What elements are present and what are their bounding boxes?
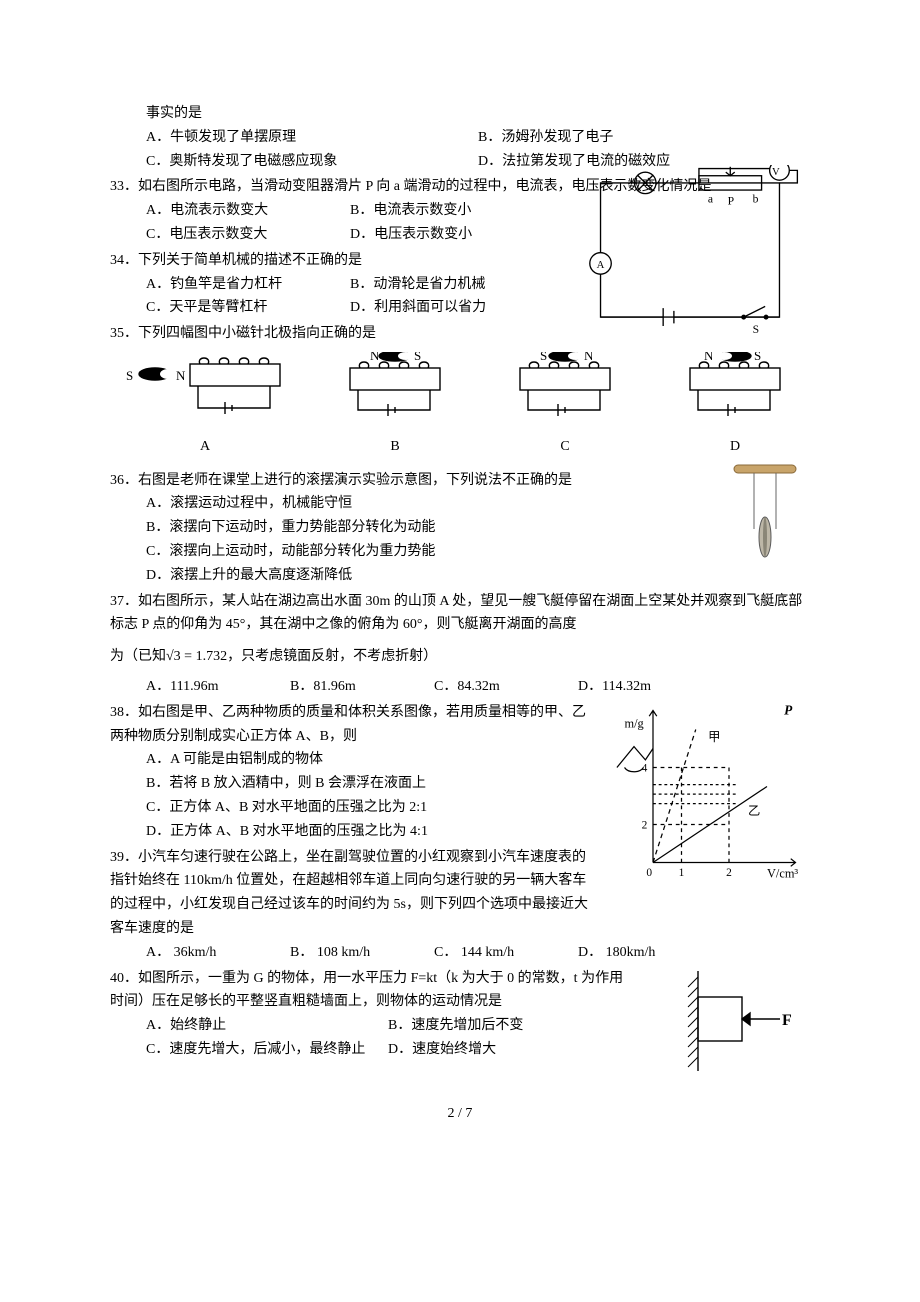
q40-opt-c: C．速度先增大，后减小，最终静止 [146,1038,388,1062]
q33-opt-a: A．电流表示数变大 [146,199,326,223]
svg-text:S: S [126,368,133,383]
svg-text:S: S [754,352,761,363]
svg-text:4: 4 [642,762,648,774]
q39-opt-d: D． 180km/h [578,941,655,965]
label-b: b [753,193,759,206]
q36: 36．右图是老师在课堂上进行的滚摆演示实验示意图，下列说法不正确的是 A．滚摆运… [110,469,810,588]
svg-text:V/cm³: V/cm³ [767,866,798,880]
svg-text:N: N [370,352,380,363]
q35-fig-c: S N [500,352,630,422]
q37-opt-d: D．114.32m [578,675,651,699]
label-ammeter: A [597,259,605,271]
q40-opt-d: D．速度始终增大 [388,1038,630,1062]
q38: 38．如右图是甲、乙两种物质的质量和体积关系图像，若用质量相等的甲、乙两种物质分… [110,701,810,844]
q37-opt-c: C．84.32m [434,675,554,699]
q32-stem-tail: 事实的是 [110,102,810,126]
svg-text:m/g: m/g [625,716,644,730]
q36-figure [730,463,800,563]
q34-opt-c: C．天平是等臂杠杆 [146,296,326,320]
q34-opt-a: A．钓鱼竿是省力杠杆 [146,273,326,297]
q37-opt-a: A．111.96m [146,675,266,699]
q37-stem1: 37．如右图所示，某人站在湖边高出水面 30m 的山顶 A 处，望见一艘飞艇停留… [110,590,810,638]
q32-opt-c: C．奥斯特发现了电磁感应现象 [146,150,454,174]
q33: 33．如右图所示电路，当滑动变阻器滑片 P 向 a 端滑动的过程中，电流表，电压… [110,175,810,246]
q34-opt-b: B．动滑轮是省力机械 [350,273,485,297]
svg-text:N: N [704,352,714,363]
q38-opt-b: B．若将 B 放入酒精中，则 B 会漂浮在液面上 [146,772,590,796]
q36-opt-c: C．滚摆向上运动时，动能部分转化为重力势能 [146,540,810,564]
q38-chart: m/g V/cm³ 0 1 2 2 4 甲 乙 P [610,701,810,891]
q37-opt-b: B．81.96m [290,675,410,699]
q35-label-a: A [120,435,290,459]
q32-opt-b: B．汤姆孙发现了电子 [478,126,786,150]
q39-opt-c: C． 144 km/h [434,941,554,965]
q34-opt-d: D．利用斜面可以省力 [350,296,486,320]
q33-opt-b: B．电流表示数变小 [350,199,471,223]
svg-text:S: S [540,352,547,363]
svg-text:N: N [176,368,186,383]
q35-fig-b: N S [330,352,460,422]
q38-opt-a: A．A 可能是由铝制成的物体 [146,748,590,772]
q36-stem: 36．右图是老师在课堂上进行的滚摆演示实验示意图，下列说法不正确的是 [110,469,810,493]
label-v: V [772,166,780,178]
q38-opt-c: C．正方体 A、B 对水平地面的压强之比为 2:1 [146,796,590,820]
q37-stem2: 为（已知√3 = 1.732，只考虑镜面反射，不考虑折射） [110,645,810,669]
q40: 40．如图所示，一重为 G 的物体，用一水平压力 F=kt（k 为大于 0 的常… [110,967,810,1062]
svg-text:乙: 乙 [748,804,760,818]
svg-text:甲: 甲 [708,730,720,744]
q38-opt-d: D．正方体 A、B 对水平地面的压强之比为 4:1 [146,820,590,844]
q39-opt-a: A． 36km/h [146,941,266,965]
svg-text:2: 2 [726,867,732,879]
q40-opt-b: B．速度先增加后不变 [388,1014,630,1038]
label-s: S [753,324,759,336]
label-a: a [708,193,713,206]
q33-opt-c: C．电压表示数变大 [146,223,326,247]
svg-text:1: 1 [679,867,685,879]
q40-stem: 40．如图所示，一重为 G 的物体，用一水平压力 F=kt（k 为大于 0 的常… [110,967,630,1015]
q35-fig-a: S N [120,352,290,422]
q37: 37．如右图所示，某人站在湖边高出水面 30m 的山顶 A 处，望见一艘飞艇停留… [110,590,810,699]
q38-stem: 38．如右图是甲、乙两种物质的质量和体积关系图像，若用质量相等的甲、乙两种物质分… [110,701,590,749]
q33-circuit-figure: a P b V A S [560,165,820,335]
svg-text:N: N [584,352,594,363]
svg-text:2: 2 [642,819,648,831]
q40-figure: F [680,967,800,1077]
q35-label-b: B [330,435,460,459]
q35: 35．下列四幅图中小磁针北极指向正确的是 S N A [110,322,810,458]
q36-opt-a: A．滚摆运动过程中，机械能守恒 [146,492,810,516]
q35-label-d: D [670,435,800,459]
q39-stem: 39．小汽车匀速行驶在公路上，坐在副驾驶位置的小红观察到小汽车速度表的指针始终在… [110,846,590,941]
q35-figures: S N A N S B [110,352,810,459]
svg-text:S: S [414,352,421,363]
q40-opt-a: A．始终静止 [146,1014,388,1038]
svg-text:P: P [784,702,793,717]
q36-opt-d: D．滚摆上升的最大高度逐渐降低 [146,564,810,588]
q32-opt-a: A．牛顿发现了单摆原理 [146,126,454,150]
page-number: 2 / 7 [110,1102,810,1126]
q36-opt-b: B．滚摆向下运动时，重力势能部分转化为动能 [146,516,810,540]
label-p: P [728,195,734,208]
svg-text:0: 0 [646,867,652,879]
q35-fig-d: N S [670,352,800,422]
q35-label-c: C [500,435,630,459]
svg-text:F: F [782,1012,792,1029]
q39-opt-b: B． 108 km/h [290,941,410,965]
q32: 事实的是 A．牛顿发现了单摆原理 C．奥斯特发现了电磁感应现象 B．汤姆孙发现了… [110,102,810,173]
q33-opt-d: D．电压表示数变小 [350,223,472,247]
